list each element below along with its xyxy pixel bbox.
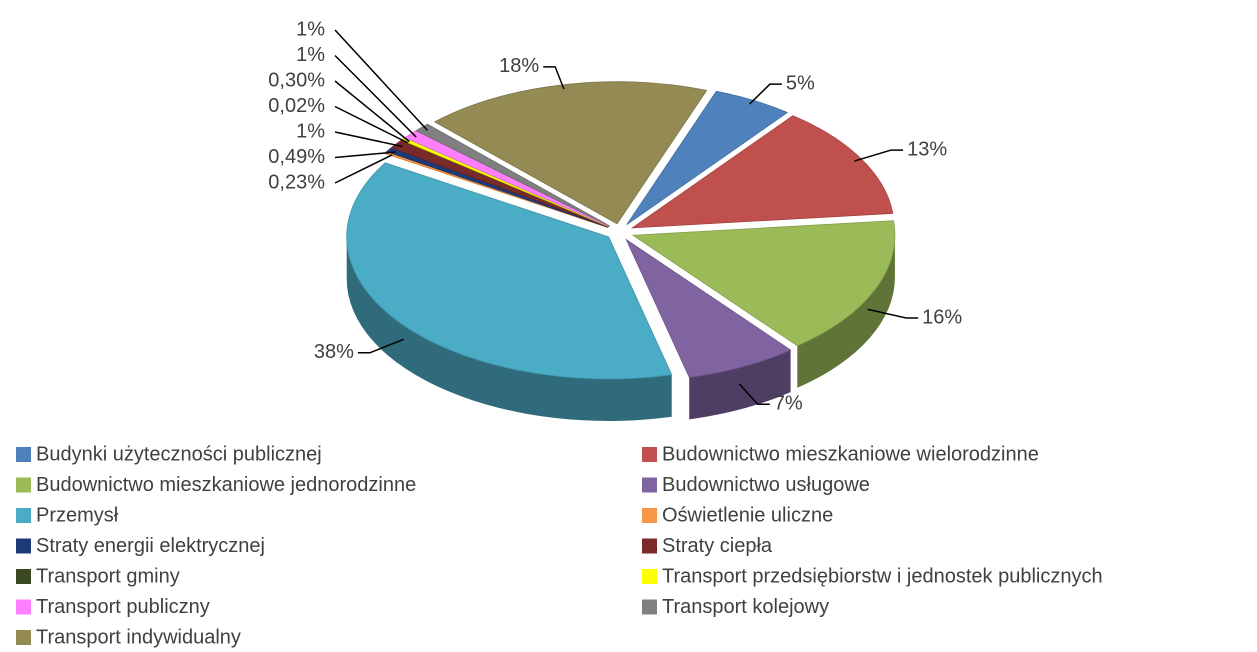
leader-line [543,66,565,90]
data-label: 38% [314,341,354,363]
data-label: 1% [296,120,325,142]
leader-line [854,149,904,162]
legend-swatch [642,477,657,493]
leader-line [867,308,919,319]
slice [346,162,673,380]
leader-line [334,80,410,143]
leader-line [738,383,770,406]
slice [625,238,792,378]
legend-label: Budownictwo mieszkaniowe jednorodzinne [36,474,416,496]
legend-label: Budownictwo usługowe [662,474,870,496]
slice [415,123,611,227]
slice-side [346,236,672,421]
legend-label: Transport gminy [36,565,180,587]
legend-label: Budownictwo mieszkaniowe wielorodzinne [662,443,1039,465]
legend-label: Transport indywidualny [36,626,241,648]
legend-swatch [642,599,657,615]
legend-label: Oświetlenie uliczne [662,504,833,526]
leader-line [334,105,408,144]
slice [631,220,896,347]
data-label: 16% [922,306,962,328]
legend-swatch [16,538,31,554]
data-label: 18% [499,55,539,77]
legend-swatch [16,508,31,523]
legend-swatch [642,569,657,584]
leader-line [357,338,404,354]
slice [386,147,609,228]
legend-label: Transport przedsiębiorstw i jednostek pu… [662,565,1103,587]
legend-swatch [16,599,31,615]
leader-line [334,154,393,184]
legend-label: Transport kolejowy [662,596,829,618]
data-label: 0,23% [268,171,325,193]
data-label: 0,02% [268,95,325,117]
leader-line [334,54,417,138]
legend-swatch [642,508,657,523]
data-label: 5% [786,72,815,94]
leader-line [334,131,403,148]
legend-label: Straty energii elektrycznej [36,535,265,557]
legend-label: Transport publiczny [36,596,210,618]
data-label: 0,49% [268,146,325,168]
data-label: 1% [296,44,325,66]
legend-label: Budynki użyteczności publicznej [36,443,322,465]
slice-side [797,235,895,388]
data-label: 1% [296,18,325,40]
leader-line [334,29,428,131]
legend-label: Straty ciepła [662,535,773,557]
legend-swatch [16,447,31,462]
leader-line [334,151,396,159]
legend-swatch [642,447,657,462]
data-label: 13% [907,138,947,160]
legend-swatch [642,538,657,554]
legend-label: Przemysł [36,504,119,526]
data-label: 0,30% [268,69,325,91]
legend-swatch [16,477,31,493]
legend-swatch [16,569,31,584]
leader-line [749,83,782,105]
legend-swatch [16,630,31,645]
data-label: 7% [774,393,803,415]
